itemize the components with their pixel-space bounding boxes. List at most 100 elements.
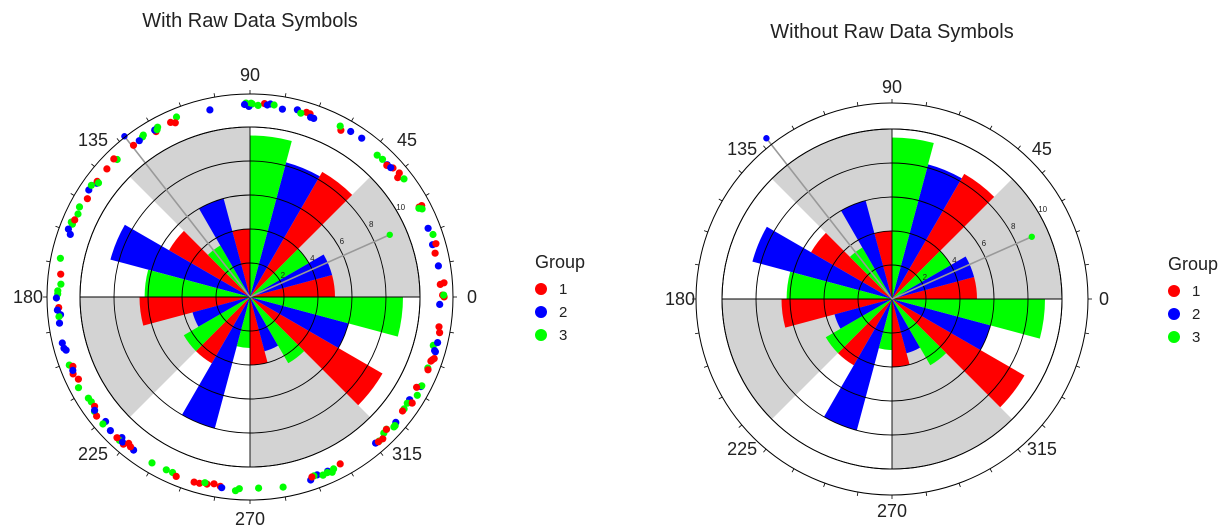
- raw-data-point: [440, 291, 448, 299]
- angle-tick: [380, 138, 384, 142]
- bar-group-1-sector-4: [139, 297, 250, 326]
- angle-tick: [178, 102, 181, 107]
- raw-data-point: [84, 394, 92, 402]
- raw-data-point: [190, 478, 198, 486]
- raw-data-point: [162, 466, 170, 474]
- radial-tick-label: 4: [952, 256, 957, 265]
- raw-data-point: [424, 366, 432, 374]
- angle-label-135: 135: [727, 139, 757, 159]
- angle-tick: [116, 138, 120, 142]
- raw-data-point: [69, 366, 77, 374]
- legend-marker-2: [1168, 308, 1180, 320]
- polar-chart-1: With Raw Data Symbols 2 4 6 8 10 0 45 90 135 180 22…: [13, 10, 477, 527]
- raw-data-symbols: [52, 99, 448, 495]
- angle-tick: [55, 225, 60, 228]
- bar-group-1-sector-6: [250, 297, 268, 365]
- raw-data-point: [126, 443, 135, 451]
- legend-label-3: 3: [559, 327, 567, 344]
- legend-marker-1: [1168, 285, 1180, 297]
- angle-tick: [763, 145, 767, 150]
- bar-group-1-sector-5: [837, 299, 892, 366]
- bar-group-3-sector-6: [250, 297, 305, 364]
- angle-tick: [46, 331, 51, 334]
- bar-group-3-sector-5: [236, 297, 250, 348]
- bar-group-2-sector-7: [892, 299, 991, 350]
- bar-group-3-sector-0: [892, 250, 951, 299]
- bar-group-2-sector-1: [892, 164, 962, 299]
- raw-data-point: [431, 347, 439, 355]
- angle-tick: [91, 427, 95, 431]
- bar-group-2-sector-4: [192, 297, 250, 327]
- max-indicator-line: [891, 236, 1033, 300]
- raw-data-point: [297, 109, 305, 117]
- legend-title: Group: [535, 252, 585, 272]
- raw-data-point: [336, 122, 344, 130]
- raw-data-point: [279, 483, 287, 491]
- raw-data-point: [195, 479, 204, 487]
- legend-marker-3: [1168, 331, 1180, 343]
- radial-tick-label: 6: [982, 239, 987, 248]
- angle-label-270: 270: [235, 509, 265, 527]
- angle-tick: [380, 452, 384, 456]
- angle-label-180: 180: [13, 287, 43, 307]
- raw-data-point: [110, 155, 118, 163]
- angle-tick: [763, 448, 767, 453]
- bar-group-2-sector-6: [250, 297, 279, 352]
- angle-tick: [91, 163, 95, 167]
- angle-tick: [178, 487, 181, 492]
- raw-data-point: [118, 438, 127, 446]
- raw-data-point: [64, 225, 72, 233]
- angle-tick: [718, 396, 723, 400]
- raw-data-point: [278, 105, 286, 113]
- raw-data-point: [74, 375, 82, 383]
- raw-data-point: [413, 383, 421, 391]
- raw-data-point: [167, 118, 175, 126]
- raw-data-point: [413, 391, 421, 399]
- angle-label-45: 45: [397, 130, 417, 150]
- raw-data-point: [391, 422, 399, 430]
- raw-data-point: [308, 473, 316, 481]
- angle-tick: [116, 452, 120, 456]
- radial-tick-label: 2: [281, 271, 286, 280]
- raw-data-point: [74, 210, 82, 218]
- raw-data-point: [429, 230, 437, 239]
- angle-tick: [738, 424, 743, 428]
- raw-data-point: [394, 174, 402, 182]
- bar-group-1-sector-1: [250, 171, 353, 297]
- raw-data-point: [254, 101, 262, 109]
- bar-group-2-sector-5: [182, 297, 250, 429]
- raw-data-point: [172, 472, 180, 480]
- plot-boundary: [721, 128, 1063, 470]
- angle-tick: [146, 117, 149, 122]
- angle-tick: [1076, 365, 1081, 368]
- bar-group-2-sector-3: [110, 224, 250, 297]
- raw-data-point: [231, 487, 240, 495]
- angle-label-315: 315: [392, 444, 422, 464]
- bar-group-2-sector-4: [834, 299, 892, 329]
- angle-label-270: 270: [877, 501, 907, 521]
- bar-group-3-sector-6: [892, 299, 947, 366]
- raw-data-point: [210, 480, 218, 488]
- radial-tick-label: 6: [340, 237, 345, 246]
- angle-tick: [440, 366, 445, 369]
- angle-label-90: 90: [240, 65, 260, 85]
- raw-data-point: [436, 300, 444, 308]
- max-indicator-point: [386, 231, 393, 238]
- legend-label-1: 1: [1192, 283, 1200, 300]
- bar-group-3-sector-4: [183, 297, 250, 352]
- max-indicator-point: [1028, 233, 1035, 240]
- bar-group-2-sector-1: [250, 162, 320, 297]
- legend-label-1: 1: [559, 281, 567, 298]
- raw-data-point: [93, 412, 101, 420]
- max-indicator-line: [249, 234, 391, 298]
- raw-data-point: [201, 479, 209, 487]
- raw-data-point: [400, 175, 408, 183]
- angle-tick: [405, 163, 409, 167]
- angle-label-90: 90: [882, 77, 902, 97]
- legend-label-2: 2: [559, 304, 567, 321]
- bar-group-3-sector-1: [892, 137, 934, 299]
- raw-data-point: [54, 287, 62, 295]
- raw-data-point: [336, 460, 344, 468]
- bar-group-1-sector-4: [781, 299, 892, 328]
- raw-data-point: [83, 195, 91, 203]
